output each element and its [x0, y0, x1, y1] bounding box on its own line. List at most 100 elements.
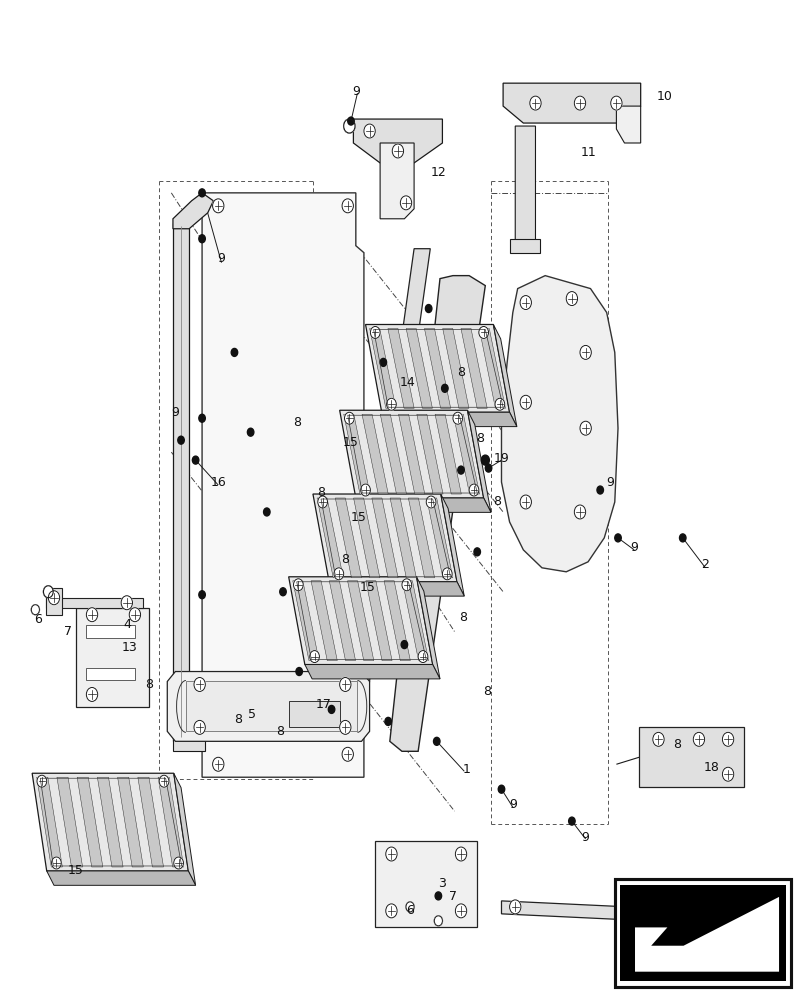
Circle shape — [343, 119, 354, 133]
Polygon shape — [167, 672, 369, 741]
Circle shape — [495, 398, 504, 410]
Polygon shape — [369, 328, 396, 408]
Circle shape — [159, 775, 169, 787]
Text: 4: 4 — [705, 910, 713, 923]
Circle shape — [37, 775, 47, 787]
Polygon shape — [288, 701, 339, 727]
Circle shape — [44, 586, 53, 598]
Polygon shape — [634, 897, 778, 972]
Polygon shape — [47, 871, 195, 885]
Polygon shape — [501, 276, 617, 572]
Circle shape — [231, 348, 238, 356]
Text: 10: 10 — [656, 90, 672, 103]
Circle shape — [199, 414, 205, 422]
Polygon shape — [461, 328, 487, 408]
Circle shape — [434, 916, 442, 926]
Circle shape — [453, 412, 462, 424]
Circle shape — [341, 199, 353, 213]
Polygon shape — [97, 777, 123, 867]
Polygon shape — [380, 414, 406, 494]
Circle shape — [333, 568, 343, 580]
Polygon shape — [355, 498, 491, 512]
Circle shape — [418, 651, 427, 663]
Circle shape — [386, 398, 396, 410]
Polygon shape — [509, 239, 539, 253]
Text: 7: 7 — [64, 625, 71, 638]
Polygon shape — [77, 777, 103, 867]
Circle shape — [347, 117, 354, 125]
Circle shape — [309, 651, 319, 663]
Polygon shape — [406, 328, 432, 408]
Polygon shape — [424, 328, 450, 408]
Circle shape — [679, 534, 685, 542]
Circle shape — [425, 305, 431, 313]
Polygon shape — [353, 498, 380, 578]
Polygon shape — [347, 249, 430, 721]
Circle shape — [121, 596, 132, 610]
Circle shape — [520, 495, 530, 509]
Text: 4: 4 — [122, 618, 131, 631]
Polygon shape — [362, 414, 388, 494]
Circle shape — [264, 508, 270, 516]
Circle shape — [722, 732, 733, 746]
Circle shape — [435, 892, 441, 900]
Polygon shape — [408, 498, 434, 578]
Text: 9: 9 — [629, 541, 637, 554]
Circle shape — [360, 484, 370, 496]
Polygon shape — [86, 625, 135, 638]
Text: 8: 8 — [458, 611, 466, 624]
Circle shape — [573, 96, 585, 110]
Circle shape — [32, 605, 40, 615]
Text: 15: 15 — [350, 511, 367, 524]
Text: 9: 9 — [171, 406, 179, 419]
Circle shape — [86, 608, 97, 622]
Text: 9: 9 — [217, 252, 225, 265]
Circle shape — [339, 720, 350, 734]
Polygon shape — [371, 498, 397, 578]
Text: 7: 7 — [448, 890, 457, 903]
Circle shape — [406, 902, 414, 912]
Polygon shape — [440, 494, 464, 596]
Polygon shape — [173, 737, 205, 751]
Circle shape — [610, 96, 621, 110]
Text: 5: 5 — [248, 708, 256, 721]
Text: 2: 2 — [701, 558, 709, 571]
Text: 13: 13 — [121, 641, 137, 654]
Circle shape — [565, 292, 577, 306]
Polygon shape — [46, 598, 143, 608]
Text: 15: 15 — [68, 864, 84, 877]
Circle shape — [199, 591, 205, 599]
Polygon shape — [312, 494, 457, 582]
Polygon shape — [616, 106, 640, 143]
Text: 12: 12 — [430, 166, 446, 179]
Polygon shape — [381, 412, 517, 427]
Circle shape — [174, 857, 183, 869]
Polygon shape — [353, 119, 442, 163]
Circle shape — [129, 608, 140, 622]
Text: 8: 8 — [672, 738, 680, 751]
Polygon shape — [416, 414, 443, 494]
Text: 1: 1 — [462, 763, 470, 776]
Text: 6: 6 — [34, 613, 41, 626]
Polygon shape — [380, 143, 414, 219]
Text: 19: 19 — [493, 452, 508, 465]
Text: 8: 8 — [277, 725, 284, 738]
Polygon shape — [435, 414, 461, 494]
Circle shape — [596, 486, 603, 494]
Circle shape — [384, 717, 391, 725]
Text: 14: 14 — [399, 376, 415, 389]
Circle shape — [343, 119, 354, 133]
Circle shape — [392, 144, 403, 158]
Polygon shape — [138, 777, 163, 867]
Polygon shape — [389, 498, 416, 578]
Text: 8: 8 — [483, 685, 491, 698]
Circle shape — [400, 196, 411, 210]
Circle shape — [485, 464, 491, 472]
Polygon shape — [347, 581, 373, 661]
Text: 8: 8 — [341, 553, 349, 566]
Text: 3: 3 — [438, 877, 446, 890]
Circle shape — [49, 591, 59, 605]
Circle shape — [478, 326, 488, 338]
Circle shape — [199, 189, 205, 197]
Circle shape — [192, 456, 199, 464]
